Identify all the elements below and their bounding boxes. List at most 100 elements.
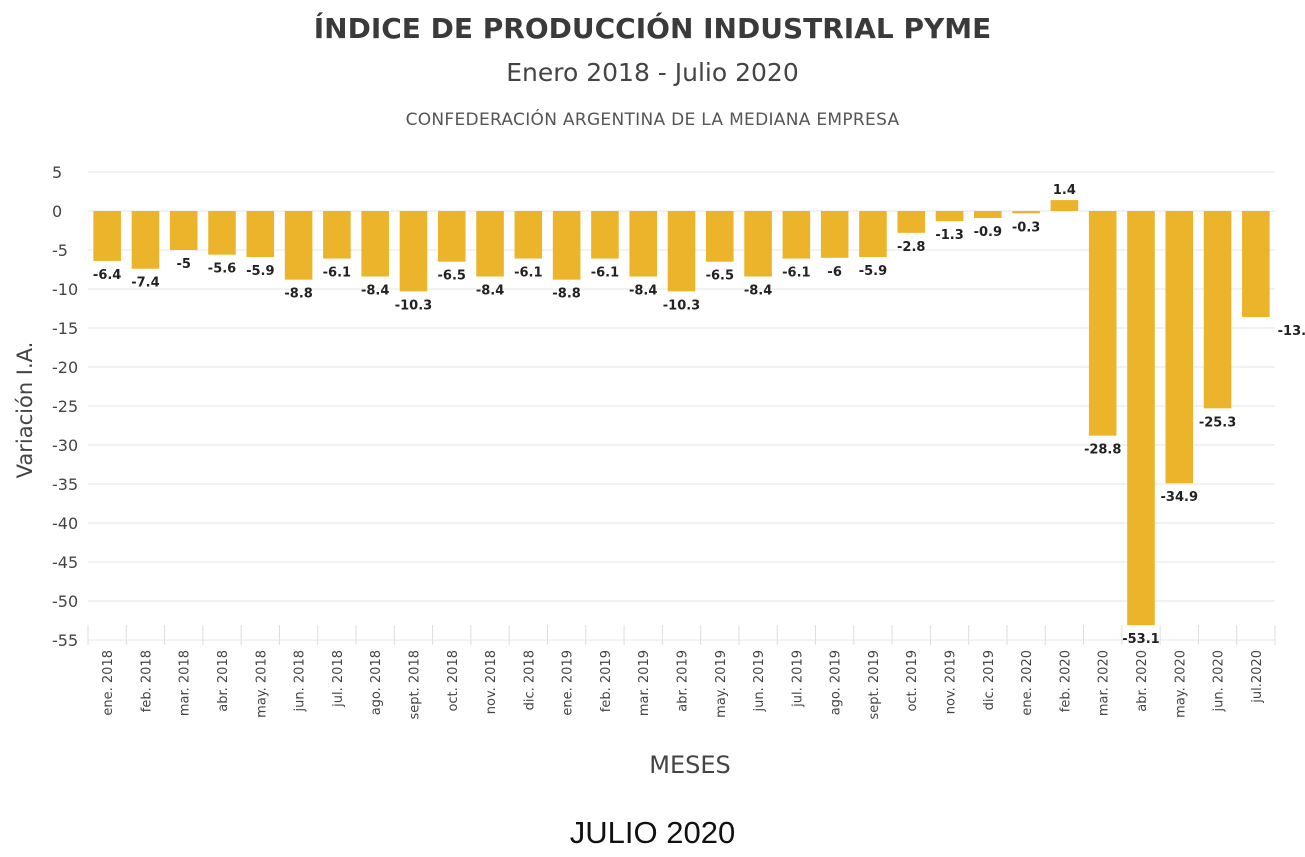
bar — [476, 211, 504, 277]
bar — [1242, 211, 1270, 318]
bar — [782, 211, 811, 259]
y-tick-label: -30 — [52, 436, 78, 455]
data-label: -6 — [827, 265, 841, 280]
chart-source: CONFEDERACIÓN ARGENTINA DE LA MEDIANA EM… — [405, 110, 900, 130]
bar — [1088, 211, 1117, 436]
bar — [246, 211, 275, 258]
data-label: -0.9 — [974, 225, 1002, 240]
x-tick-label: feb. 2020 — [1058, 650, 1073, 712]
data-label: -6.1 — [323, 266, 351, 281]
data-label: -5.9 — [859, 264, 887, 279]
x-tick-label: ene. 2019 — [561, 650, 576, 716]
x-tick-label: abr. 2020 — [1135, 650, 1150, 712]
data-label: -5.9 — [246, 264, 274, 279]
data-label: -0.3 — [1012, 220, 1040, 235]
bar — [859, 211, 887, 258]
y-tick-label: -55 — [52, 631, 78, 650]
y-tick-label: -50 — [52, 592, 78, 611]
data-label: 1.4 — [1053, 183, 1076, 198]
bar — [284, 211, 313, 280]
x-tick-label: may. 2018 — [254, 650, 269, 718]
x-tick-label: dic. 2019 — [982, 650, 997, 710]
bar — [706, 211, 734, 262]
y-tick-label: -5 — [52, 241, 68, 260]
chart-subtitle: Enero 2018 - Julio 2020 — [506, 58, 799, 87]
x-tick-label: jul. 2018 — [331, 650, 346, 708]
bar — [131, 211, 160, 269]
x-tick-label: sept. 2019 — [867, 650, 882, 719]
data-label: -8.8 — [552, 287, 580, 302]
x-tick-label: feb. 2019 — [599, 650, 614, 712]
bar — [591, 211, 619, 259]
x-tick-label: jun. 2020 — [1212, 650, 1227, 712]
bar — [744, 211, 772, 277]
data-label: -2.8 — [897, 240, 925, 255]
x-tick-label: may. 2019 — [714, 650, 729, 718]
bar — [1012, 211, 1040, 214]
bar — [1165, 211, 1194, 484]
data-label: -28.8 — [1084, 443, 1121, 458]
data-label: -5 — [176, 257, 190, 272]
x-axis-title: MESES — [649, 751, 731, 779]
bar — [514, 211, 543, 259]
data-label: -10.3 — [663, 298, 700, 313]
bar — [1127, 211, 1155, 626]
bar — [399, 211, 428, 292]
x-tick-label: abr. 2018 — [216, 650, 231, 712]
data-label: -7.4 — [131, 276, 159, 291]
x-tick-label: oct. 2018 — [446, 650, 461, 712]
bar — [208, 211, 236, 255]
x-tick-label: oct. 2019 — [905, 650, 920, 712]
x-tick-label: mar. 2020 — [1097, 650, 1112, 716]
x-tick-label: may. 2020 — [1173, 650, 1188, 718]
x-tick-label: feb. 2018 — [139, 650, 154, 712]
data-label: -13.6 — [1278, 324, 1305, 339]
x-tick-label: mar. 2018 — [178, 650, 193, 716]
bar — [820, 211, 849, 258]
x-tick-label: jun. 2019 — [752, 650, 767, 712]
data-label: -5.6 — [208, 262, 236, 277]
y-tick-label: 5 — [52, 163, 62, 182]
bar — [323, 211, 351, 259]
y-tick-label: -20 — [52, 358, 78, 377]
x-tick-label: ene. 2018 — [101, 650, 116, 716]
footer-caption: JULIO 2020 — [569, 815, 736, 850]
data-label: -6.1 — [782, 266, 810, 281]
bar — [897, 211, 926, 233]
data-label: -8.4 — [361, 284, 389, 299]
x-tick-label: nov. 2019 — [944, 650, 959, 714]
bar — [361, 211, 389, 277]
y-tick-label: -40 — [52, 514, 78, 533]
data-label: -8.4 — [476, 284, 504, 299]
x-tick-label: ago. 2018 — [369, 650, 384, 715]
bar-chart: 5 0 -5 -10 -15 -20 -25 -30 -35 -40 -45 -50 -55 -6.4 en… — [13, 163, 1305, 779]
data-label: -8.8 — [284, 287, 312, 302]
data-label: -34.9 — [1161, 490, 1198, 505]
y-axis-title: Variación I.A. — [13, 342, 37, 479]
x-tick-label: abr. 2019 — [676, 650, 691, 712]
bar — [93, 211, 121, 261]
bar — [935, 211, 964, 222]
bar — [1050, 200, 1079, 211]
data-label: -10.3 — [395, 298, 432, 313]
data-label: -6.5 — [438, 269, 466, 284]
x-tick-label: nov. 2018 — [484, 650, 499, 714]
y-tick-label: -35 — [52, 475, 78, 494]
data-label: -6.5 — [706, 269, 734, 284]
data-label: -8.4 — [629, 284, 657, 299]
bar — [667, 211, 696, 292]
bar — [437, 211, 466, 262]
bar — [1203, 211, 1232, 409]
data-label: -6.1 — [514, 266, 542, 281]
chart-title: ÍNDICE DE PRODUCCIÓN INDUSTRIAL PYME — [313, 12, 992, 45]
x-tick-label: ago. 2019 — [829, 650, 844, 715]
x-tick-label: jul. 2019 — [790, 650, 805, 708]
data-label: -53.1 — [1122, 632, 1159, 647]
y-tick-label: -25 — [52, 397, 78, 416]
data-label: -6.4 — [93, 268, 121, 283]
x-tick-label: mar. 2019 — [637, 650, 652, 716]
x-tick-label: ene. 2020 — [1020, 650, 1035, 716]
y-tick-label: -45 — [52, 553, 78, 572]
bar — [974, 211, 1002, 219]
x-tick-label: dic. 2018 — [522, 650, 537, 710]
